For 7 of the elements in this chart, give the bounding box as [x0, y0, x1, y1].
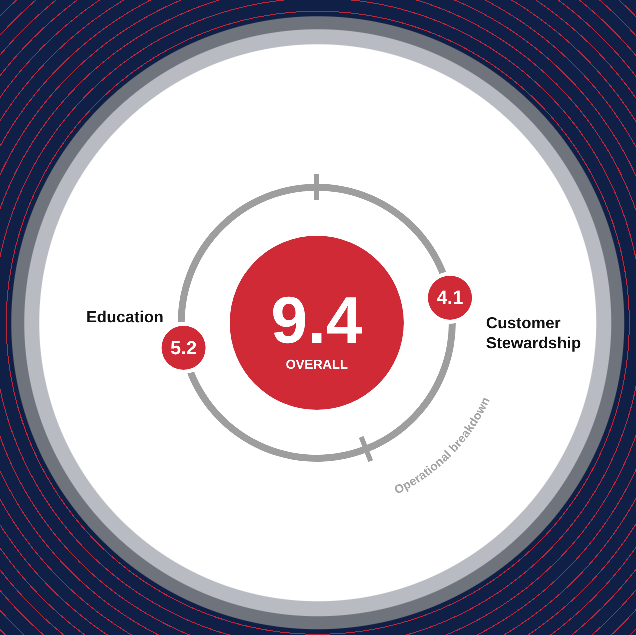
- data-label: 4.1: [436, 288, 464, 310]
- data-label: 5.2: [170, 338, 198, 360]
- text: Operational breakdown: [392, 395, 493, 498]
- text: 9.4: [271, 283, 364, 357]
- slice-label: Customer Stewardship: [486, 315, 582, 352]
- text: OVERALL: [286, 357, 348, 372]
- slice-label: Education: [86, 309, 164, 326]
